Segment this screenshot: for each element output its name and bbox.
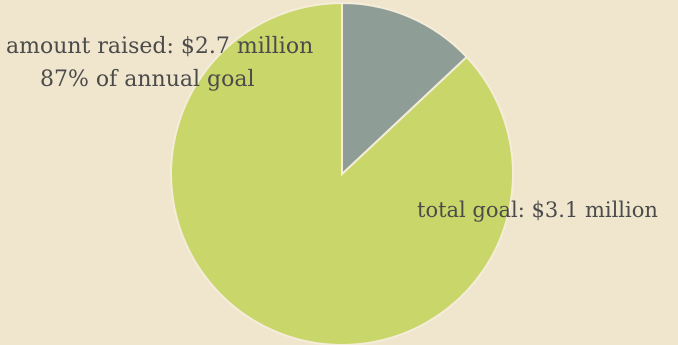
total-goal-label: total goal: $3.1 million (417, 198, 658, 222)
pie-slice-remaining (341, 1, 469, 177)
pie-slice-amount-raised (170, 1, 514, 345)
annual-goal-percent-label: 87% of annual goal (40, 67, 255, 92)
amount-raised-label: amount raised: $2.7 million (6, 34, 314, 59)
